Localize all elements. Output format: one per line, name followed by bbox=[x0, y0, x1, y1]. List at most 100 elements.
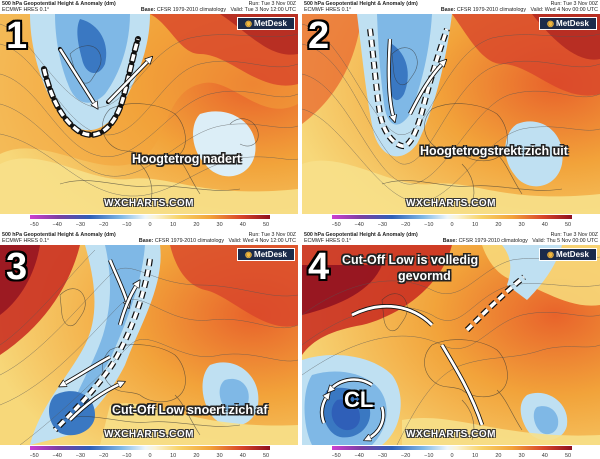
panel-number: 2 bbox=[308, 15, 330, 57]
run-label: Run: Tue 3 Nov 00Z bbox=[248, 232, 296, 238]
globe-icon: ◉ bbox=[547, 19, 555, 28]
colorbar-tick-label: −30 bbox=[378, 222, 387, 227]
panel-number: 3 bbox=[6, 246, 28, 288]
globe-icon: ◉ bbox=[245, 19, 253, 28]
metdesk-logo: ◉ MetDesk bbox=[237, 248, 295, 261]
panel-caption: Cut-Off Low snoert zich af bbox=[112, 403, 268, 417]
product-title: 500 hPa Geopotential Height & Anomaly (d… bbox=[304, 1, 418, 7]
metdesk-logo: ◉ MetDesk bbox=[539, 248, 597, 261]
run-label: Run: Tue 3 Nov 00Z bbox=[550, 232, 598, 238]
panel-header: 500 hPa Geopotential Height & Anomaly (d… bbox=[302, 231, 600, 245]
map-panel-4: 500 hPa Geopotential Height & Anomaly (d… bbox=[302, 231, 600, 459]
colorbar-tick-label: 0 bbox=[450, 222, 453, 227]
colorbar-tick-label: 30 bbox=[519, 453, 525, 458]
panel-caption: Hoogtetrogstrekt zich uit bbox=[420, 144, 568, 158]
valid-time: Valid: Wed 4 Nov 00:00 UTC bbox=[530, 7, 598, 13]
colorbar-tick-label: −50 bbox=[30, 222, 39, 227]
model-label: ECMWF HRES 0.1° bbox=[304, 7, 352, 13]
colorbar-tick-label: −10 bbox=[424, 453, 433, 458]
colorbar-tick-label: 40 bbox=[542, 222, 548, 227]
map-panel-2: 500 hPa Geopotential Height & Anomaly (d… bbox=[302, 0, 600, 228]
colorbar-tick-label: −10 bbox=[122, 453, 131, 458]
panel-header: 500 hPa Geopotential Height & Anomaly (d… bbox=[0, 0, 298, 14]
colorbar-tick-label: 20 bbox=[495, 222, 501, 227]
colorbar-tick-label: 50 bbox=[263, 453, 269, 458]
base-value: CFSR 1979-2010 climatology bbox=[154, 238, 225, 244]
colorbar-tick-label: −30 bbox=[378, 453, 387, 458]
colorbar-tick-label: −20 bbox=[401, 222, 410, 227]
valid-time: Valid: Thu 5 Nov 00:00 UTC bbox=[532, 238, 598, 244]
colorbar-tick-label: 30 bbox=[217, 222, 223, 227]
valid-time: Valid: Tue 3 Nov 12:00 UTC bbox=[230, 7, 296, 13]
colorbar-tick-label: 0 bbox=[450, 453, 453, 458]
anomaly-map bbox=[0, 245, 298, 445]
valid-label: Base: CFSR 1979-2010 climatology Valid: … bbox=[441, 7, 598, 14]
valid-label: Base: CFSR 1979-2010 climatology Valid: … bbox=[139, 238, 296, 245]
anomaly-map bbox=[302, 245, 600, 445]
colorbar-tick-label: −40 bbox=[53, 222, 62, 227]
colorbar-tick-label: 40 bbox=[240, 222, 246, 227]
product-title: 500 hPa Geopotential Height & Anomaly (d… bbox=[304, 232, 418, 238]
colorbar: −50 −40 −30 −20 −10 0 10 20 30 40 50 bbox=[332, 215, 572, 227]
colorbar-tick-label: −20 bbox=[99, 453, 108, 458]
colorbar-tick-label: −40 bbox=[355, 453, 364, 458]
colorbar-tick-label: 10 bbox=[472, 222, 478, 227]
model-label: ECMWF HRES 0.1° bbox=[2, 7, 50, 13]
panel-caption-line-1: Cut-Off Low is volledig bbox=[342, 253, 479, 267]
colorbar-tick-label: 50 bbox=[263, 222, 269, 227]
colorbar-tick-label: −30 bbox=[76, 222, 85, 227]
run-label: Run: Tue 3 Nov 00Z bbox=[550, 1, 598, 7]
colorbar-tick-label: −30 bbox=[76, 453, 85, 458]
anomaly-map bbox=[0, 14, 298, 214]
watermark: WXCHARTS.COM bbox=[406, 198, 496, 209]
colorbar-tick-label: 0 bbox=[148, 453, 151, 458]
colorbar-tick-label: −50 bbox=[30, 453, 39, 458]
colorbar-tick-label: −20 bbox=[99, 222, 108, 227]
base-prefix: Base: bbox=[140, 7, 156, 13]
colorbar-tick-label: 10 bbox=[170, 453, 176, 458]
colorbar-tick-label: 30 bbox=[217, 453, 223, 458]
colorbar-tick-label: 30 bbox=[519, 222, 525, 227]
colorbar-tick-label: 20 bbox=[495, 453, 501, 458]
base-prefix: Base: bbox=[440, 7, 456, 13]
panel-header: 500 hPa Geopotential Height & Anomaly (d… bbox=[302, 0, 600, 14]
watermark: WXCHARTS.COM bbox=[406, 429, 496, 440]
base-value: CFSR 1979-2010 climatology bbox=[458, 238, 528, 244]
base-prefix: Base: bbox=[442, 238, 458, 244]
watermark: WXCHARTS.COM bbox=[104, 429, 194, 440]
panel-caption-line-2: gevormd bbox=[398, 269, 451, 283]
colorbar-tick-label: −10 bbox=[122, 222, 131, 227]
colorbar-tick-label: 40 bbox=[240, 453, 246, 458]
globe-icon: ◉ bbox=[547, 250, 555, 259]
product-title: 500 hPa Geopotential Height & Anomaly (d… bbox=[2, 232, 116, 238]
panel-caption: Hoogtetrog nadert bbox=[132, 152, 242, 166]
colorbar-tick-label: 40 bbox=[542, 453, 548, 458]
colorbar-tick-label: 20 bbox=[193, 222, 199, 227]
colorbar-tick-label: −50 bbox=[332, 453, 341, 458]
colorbar-tick-label: 50 bbox=[565, 453, 571, 458]
colorbar-tick-label: −50 bbox=[332, 222, 341, 227]
map-panel-1: 500 hPa Geopotential Height & Anomaly (d… bbox=[0, 0, 298, 228]
valid-label: Base: CFSR 1979-2010 climatology Valid: … bbox=[443, 238, 598, 245]
colorbar: −50 −40 −30 −20 −10 0 10 20 30 40 50 bbox=[332, 446, 572, 458]
product-title: 500 hPa Geopotential Height & Anomaly (d… bbox=[2, 1, 116, 7]
globe-icon: ◉ bbox=[245, 250, 253, 259]
base-prefix: Base: bbox=[138, 238, 154, 244]
panel-number: 4 bbox=[308, 246, 330, 288]
model-label: ECMWF HRES 0.1° bbox=[2, 238, 50, 244]
cutoff-low-label: CL bbox=[344, 387, 374, 412]
colorbar-tick-label: 50 bbox=[565, 222, 571, 227]
valid-time: Valid: Wed 4 Nov 12:00 UTC bbox=[228, 238, 296, 244]
valid-label: Base: CFSR 1979-2010 climatology Valid: … bbox=[141, 7, 296, 14]
colorbar: −50 −40 −30 −20 −10 0 10 20 30 40 50 bbox=[30, 446, 270, 458]
model-label: ECMWF HRES 0.1° bbox=[304, 238, 352, 244]
colorbar-tick-label: −10 bbox=[424, 222, 433, 227]
base-value: CFSR 1979-2010 climatology bbox=[456, 7, 527, 13]
colorbar-tick-label: 20 bbox=[193, 453, 199, 458]
anomaly-map bbox=[302, 14, 600, 214]
panel-number: 1 bbox=[6, 15, 28, 57]
metdesk-logo: ◉ MetDesk bbox=[539, 17, 597, 30]
colorbar: −50 −40 −30 −20 −10 0 10 20 30 40 50 bbox=[30, 215, 270, 227]
watermark: WXCHARTS.COM bbox=[104, 198, 194, 209]
colorbar-tick-label: −40 bbox=[53, 453, 62, 458]
